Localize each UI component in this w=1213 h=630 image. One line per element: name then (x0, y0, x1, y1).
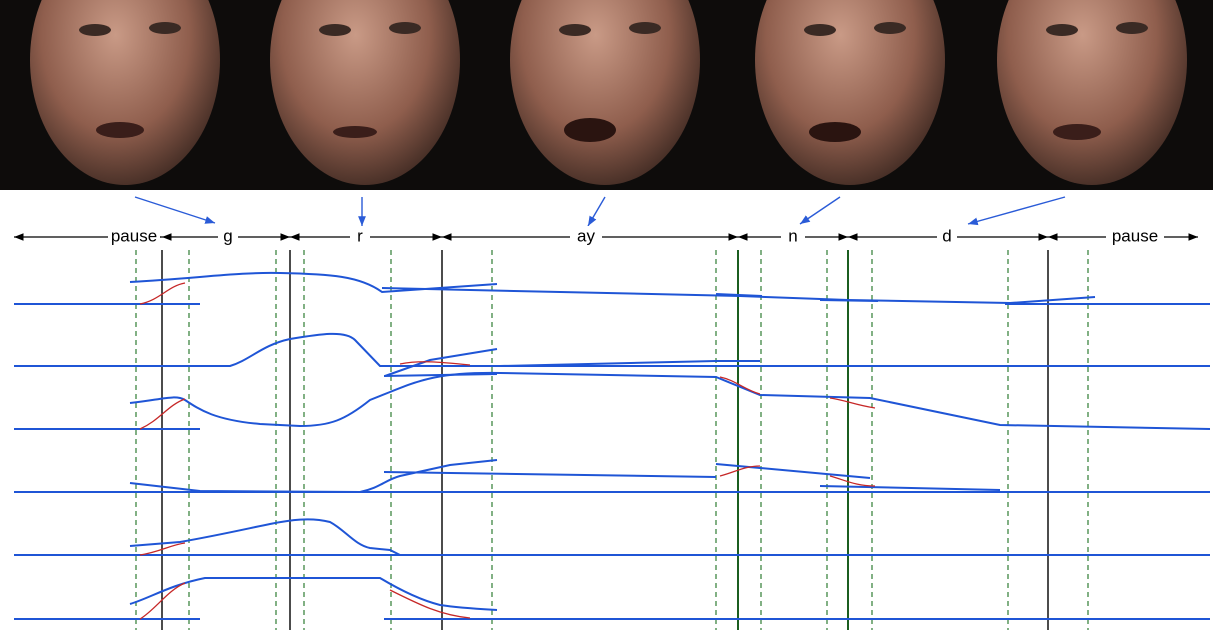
track (14, 578, 1210, 619)
track (14, 273, 1210, 304)
pointer-arrow (968, 197, 1065, 224)
face-part (1053, 124, 1101, 140)
face-part (809, 122, 861, 142)
face-part (629, 22, 661, 34)
line-part (384, 374, 497, 376)
figure: pause g r ay n d pause (0, 0, 1213, 630)
line-part (390, 590, 470, 618)
boundaries (136, 250, 1088, 630)
track (14, 373, 1210, 429)
face-part (79, 24, 111, 36)
track (14, 460, 1210, 492)
line-part (130, 519, 400, 555)
face-part (1046, 24, 1078, 36)
track (14, 519, 1210, 555)
face-part (874, 22, 906, 34)
face-part (149, 22, 181, 34)
face-part (559, 24, 591, 36)
phoneme-label: n (788, 226, 797, 245)
line-part (400, 362, 470, 365)
pointer-arrow (800, 197, 840, 224)
line-part (820, 300, 878, 301)
pointers (135, 197, 1065, 226)
transition-lines (136, 250, 1088, 630)
line-part (720, 377, 760, 394)
face-part (319, 24, 351, 36)
face-part (333, 126, 377, 138)
phoneme-label: r (357, 226, 363, 245)
line-part (384, 472, 716, 477)
phoneme-row: pause g r ay n d pause (14, 226, 1198, 248)
pointer-arrow (588, 197, 605, 226)
phoneme-label: pause (111, 226, 157, 245)
phoneme-label: d (942, 226, 951, 245)
face-part (96, 122, 144, 138)
track (14, 334, 1210, 376)
phoneme-label: pause (1112, 226, 1158, 245)
face-part (804, 24, 836, 36)
face-strip (0, 0, 1213, 190)
line-part (716, 464, 870, 478)
phoneme-label: ay (577, 226, 595, 245)
face-part (389, 22, 421, 34)
phoneme-label: g (223, 226, 232, 245)
pointer-arrow (135, 197, 215, 223)
line-part (14, 334, 1210, 366)
line-part (830, 398, 875, 408)
curves (14, 273, 1210, 619)
face-part (564, 118, 616, 142)
face-part (1116, 22, 1148, 34)
